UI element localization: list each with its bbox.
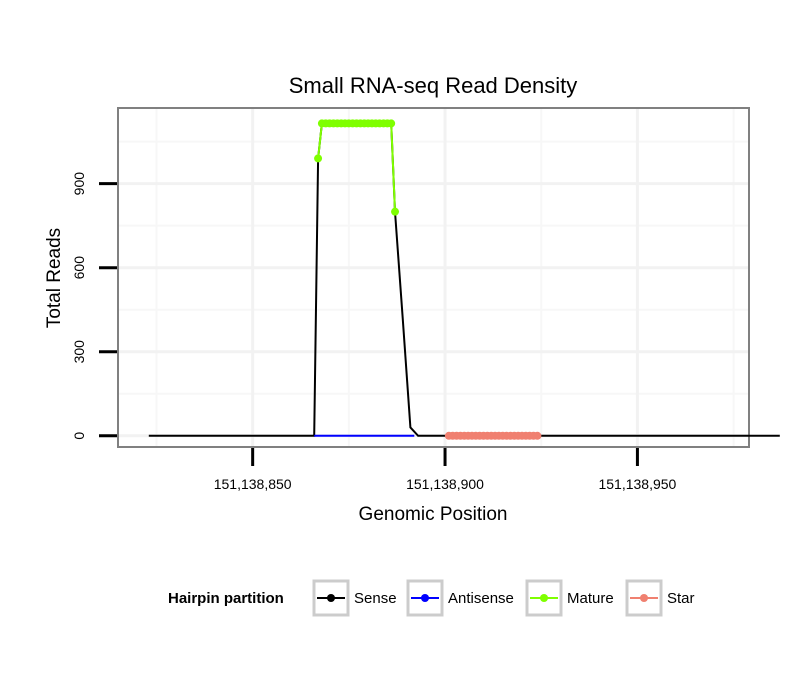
y-tick-label: 600 [71,256,87,280]
star-point [533,431,542,440]
x-tick-label: 151,138,850 [214,476,292,492]
y-axis-title: Total Reads [44,228,65,328]
mature-point [387,119,396,128]
legend-key-mature [525,579,563,617]
chart-title: Small RNA-seq Read Density [289,73,578,98]
x-axis-title: Genomic Position [359,504,508,525]
x-axis: 151,138,850 151,138,900 151,138,950 [214,448,677,492]
legend-key-star [625,579,663,617]
mature-point [314,154,323,163]
legend-label-antisense: Antisense [448,590,514,607]
legend-key-sense [312,579,350,617]
series-layer [148,119,780,440]
legend-key-point [421,594,429,602]
y-tick-label: 0 [71,432,87,440]
x-tick-label: 151,138,900 [406,476,484,492]
y-tick-label: 900 [71,172,87,196]
x-tick-label: 151,138,950 [598,476,676,492]
plot-panel [117,107,750,448]
legend-label-sense: Sense [354,590,397,607]
mature-point [391,207,400,216]
legend-label-star: Star [667,590,695,607]
legend: Hairpin partition Sense Antisense Mature St… [168,579,695,617]
y-tick-label: 300 [71,340,87,364]
legend-key-point [640,594,648,602]
legend-key-antisense [406,579,444,617]
legend-key-point [540,594,548,602]
legend-key-point [327,594,335,602]
y-axis: 0 300 600 900 [71,172,117,440]
legend-label-mature: Mature [567,590,614,607]
legend-title: Hairpin partition [168,590,284,607]
